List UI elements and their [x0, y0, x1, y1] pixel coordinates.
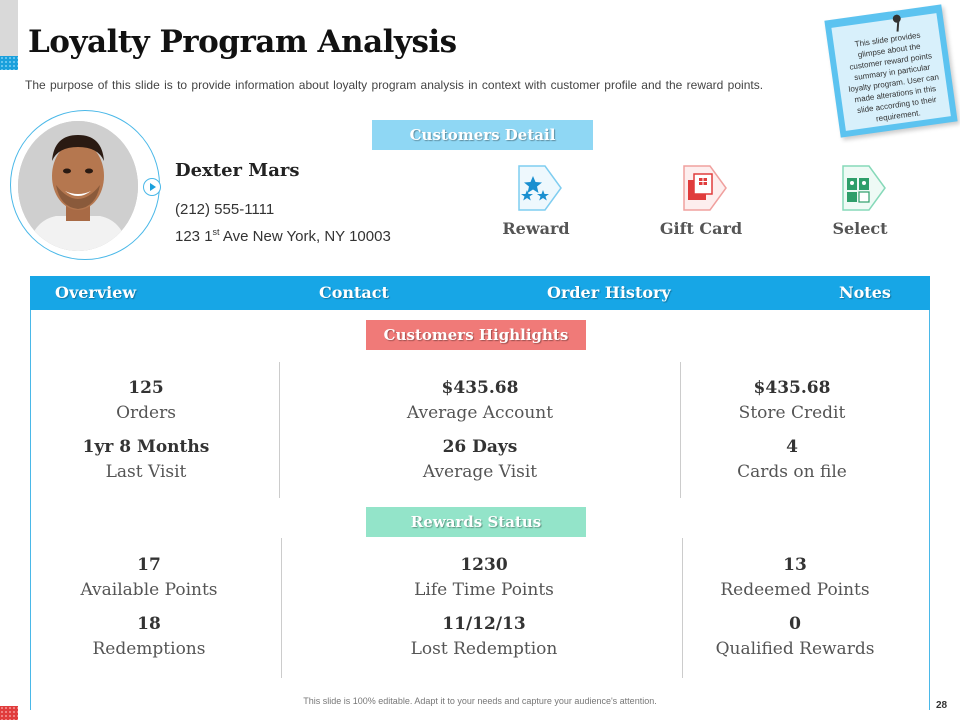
metric-label: Average Account: [406, 403, 554, 423]
metric-label: Store Credit: [738, 403, 846, 423]
metric-label: Last Visit: [105, 462, 187, 482]
metric-value: $435.68: [753, 378, 831, 398]
avatar-portrait: [18, 121, 138, 251]
customer-phone: (212) 555-1111: [175, 201, 275, 218]
reward-option[interactable]: Reward: [476, 164, 596, 244]
tab-notes[interactable]: Notes: [839, 283, 891, 302]
metric-label: Life Time Points: [414, 580, 554, 600]
metric-label: Qualified Rewards: [715, 639, 875, 659]
metric-value: 125: [128, 378, 164, 398]
metric-redeemed-points: 13 Redeemed Points: [675, 555, 915, 600]
metric-life-time-points: 1230 Life Time Points: [364, 555, 604, 600]
metric-value: 11/12/13: [442, 614, 526, 634]
metric-label: Orders: [116, 403, 176, 423]
address-suffix: st: [212, 227, 220, 237]
corner-decoration-gray: [0, 0, 18, 56]
page-number: 28: [936, 700, 948, 711]
footer-note: This slide is 100% editable. Adapt it to…: [303, 696, 657, 706]
page-subtitle: The purpose of this slide is to provide …: [25, 78, 764, 92]
select-option[interactable]: Select: [800, 164, 920, 244]
tab-bar: Overview Contact Order History Notes: [30, 276, 930, 310]
metric-value: 17: [137, 555, 161, 575]
metric-available-points: 17 Available Points: [29, 555, 269, 600]
metric-lost-redemption: 11/12/13 Lost Redemption: [364, 614, 604, 659]
metric-qualified-rewards: 0 Qualified Rewards: [675, 614, 915, 659]
corner-decoration-blue: [0, 56, 18, 70]
tab-order-history[interactable]: Order History: [547, 283, 671, 302]
metric-orders: 125 Orders: [26, 378, 266, 423]
metric-label: Redeemed Points: [720, 580, 870, 600]
metric-last-visit: 1yr 8 Months Last Visit: [26, 437, 266, 482]
metric-value: $435.68: [441, 378, 519, 398]
select-cards-icon: [842, 165, 886, 211]
metric-value: 1230: [460, 555, 508, 575]
metric-value: 4: [786, 437, 798, 457]
customer-name: Dexter Mars: [175, 160, 300, 181]
tab-overview[interactable]: Overview: [55, 283, 137, 302]
sticky-note-paper: This slide provides glimpse about the cu…: [831, 13, 951, 131]
metric-store-credit: $435.68 Store Credit: [672, 378, 912, 423]
details-panel: [30, 310, 930, 710]
customers-highlights-header: Customers Highlights: [366, 320, 586, 350]
metric-label: Average Visit: [422, 462, 538, 482]
highlights-divider-right: [680, 362, 681, 498]
metric-cards-on-file: 4 Cards on file: [672, 437, 912, 482]
metric-value: 18: [137, 614, 161, 634]
rewards-status-header: Rewards Status: [366, 507, 586, 537]
rewards-divider-left: [281, 538, 282, 678]
pin-needle: [896, 21, 900, 32]
sticky-note: This slide provides glimpse about the cu…: [824, 4, 958, 138]
customer-address: 123 1st Ave New York, NY 10003: [175, 227, 391, 245]
metric-value: 1yr 8 Months: [82, 437, 210, 457]
address-rest: Ave New York, NY 10003: [219, 228, 391, 245]
metric-average-visit: 26 Days Average Visit: [360, 437, 600, 482]
gift-card-option[interactable]: Gift Card: [641, 164, 761, 244]
corner-decoration-red: [0, 706, 18, 720]
metric-label: Cards on file: [737, 462, 847, 482]
avatar: [18, 121, 138, 251]
stars-icon: [518, 165, 562, 211]
reward-option-label: Reward: [502, 219, 570, 238]
sticky-note-text: This slide provides glimpse about the cu…: [847, 30, 940, 124]
tab-contact[interactable]: Contact: [319, 283, 389, 302]
highlights-divider-left: [279, 362, 280, 498]
gift-card-option-label: Gift Card: [659, 219, 743, 238]
gift-card-icon: [683, 165, 727, 211]
metric-value: 26 Days: [442, 437, 518, 457]
select-option-label: Select: [832, 219, 888, 238]
metric-label: Available Points: [80, 580, 218, 600]
rewards-divider-right: [682, 538, 683, 678]
metric-value: 13: [783, 555, 807, 575]
metric-redemptions: 18 Redemptions: [29, 614, 269, 659]
play-arrow-icon[interactable]: [143, 178, 161, 196]
page-title: Loyalty Program Analysis: [28, 24, 457, 60]
address-number: 123 1: [175, 228, 213, 245]
metric-average-account: $435.68 Average Account: [360, 378, 600, 423]
metric-value: 0: [789, 614, 801, 634]
metric-label: Lost Redemption: [410, 639, 558, 659]
metric-label: Redemptions: [92, 639, 206, 659]
customers-detail-header: Customers Detail: [372, 120, 593, 150]
